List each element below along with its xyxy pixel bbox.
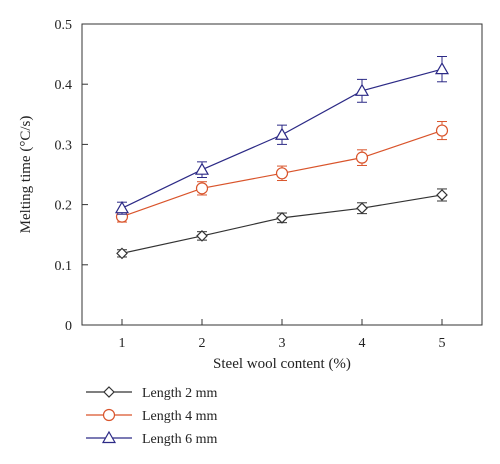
- data-point: [435, 124, 449, 137]
- data-point: [275, 167, 289, 180]
- y-tick-label: 0.1: [55, 259, 73, 274]
- legend-item-3: Length 6 mm: [86, 430, 218, 447]
- legend-label: Length 4 mm: [142, 409, 218, 424]
- y-tick-label: 0.5: [55, 18, 73, 33]
- data-point: [114, 201, 130, 214]
- y-tick-label: 0.4: [55, 78, 73, 93]
- data-point: [195, 182, 209, 195]
- x-tick-label: 1: [119, 336, 126, 351]
- plot-area: [114, 56, 450, 260]
- legend-item-2: Length 4 mm: [86, 408, 218, 424]
- legend-item-1: Length 2 mm: [86, 386, 218, 401]
- data-point: [116, 247, 128, 260]
- x-axis-title: Steel wool content (%): [213, 356, 351, 372]
- legend: Length 2 mm Length 4 mm Length 6 mm: [86, 386, 218, 447]
- x-tick-label: 2: [199, 336, 206, 351]
- series-1: [116, 188, 448, 260]
- y-tick-label: 0: [65, 319, 72, 334]
- data-point: [274, 127, 290, 140]
- series-line: [121, 194, 443, 254]
- x-tick-label: 3: [279, 336, 286, 351]
- legend-marker: [102, 408, 116, 422]
- data-point: [436, 189, 448, 201]
- series-3: [114, 56, 450, 215]
- data-point: [196, 230, 208, 242]
- x-tick-label: 4: [359, 336, 366, 351]
- data-point: [276, 211, 288, 224]
- data-point: [354, 83, 370, 96]
- data-point: [356, 202, 368, 215]
- y-axis-title: Melting time (°C/s): [18, 116, 34, 234]
- legend-label: Length 6 mm: [142, 432, 218, 447]
- data-point: [194, 162, 210, 175]
- data-point: [355, 151, 369, 164]
- legend-marker: [101, 430, 117, 444]
- y-tick-label: 0.3: [55, 138, 73, 153]
- y-tick-label: 0.2: [55, 199, 73, 214]
- x-tick-label: 5: [439, 336, 446, 351]
- axes: 0 0.1 0.2 0.3 0.4 0.5 1 2 3 4 5 Steel wool content …: [18, 18, 483, 372]
- data-point: [434, 61, 450, 75]
- legend-label: Length 2 mm: [142, 386, 218, 401]
- legend-marker: [103, 386, 115, 398]
